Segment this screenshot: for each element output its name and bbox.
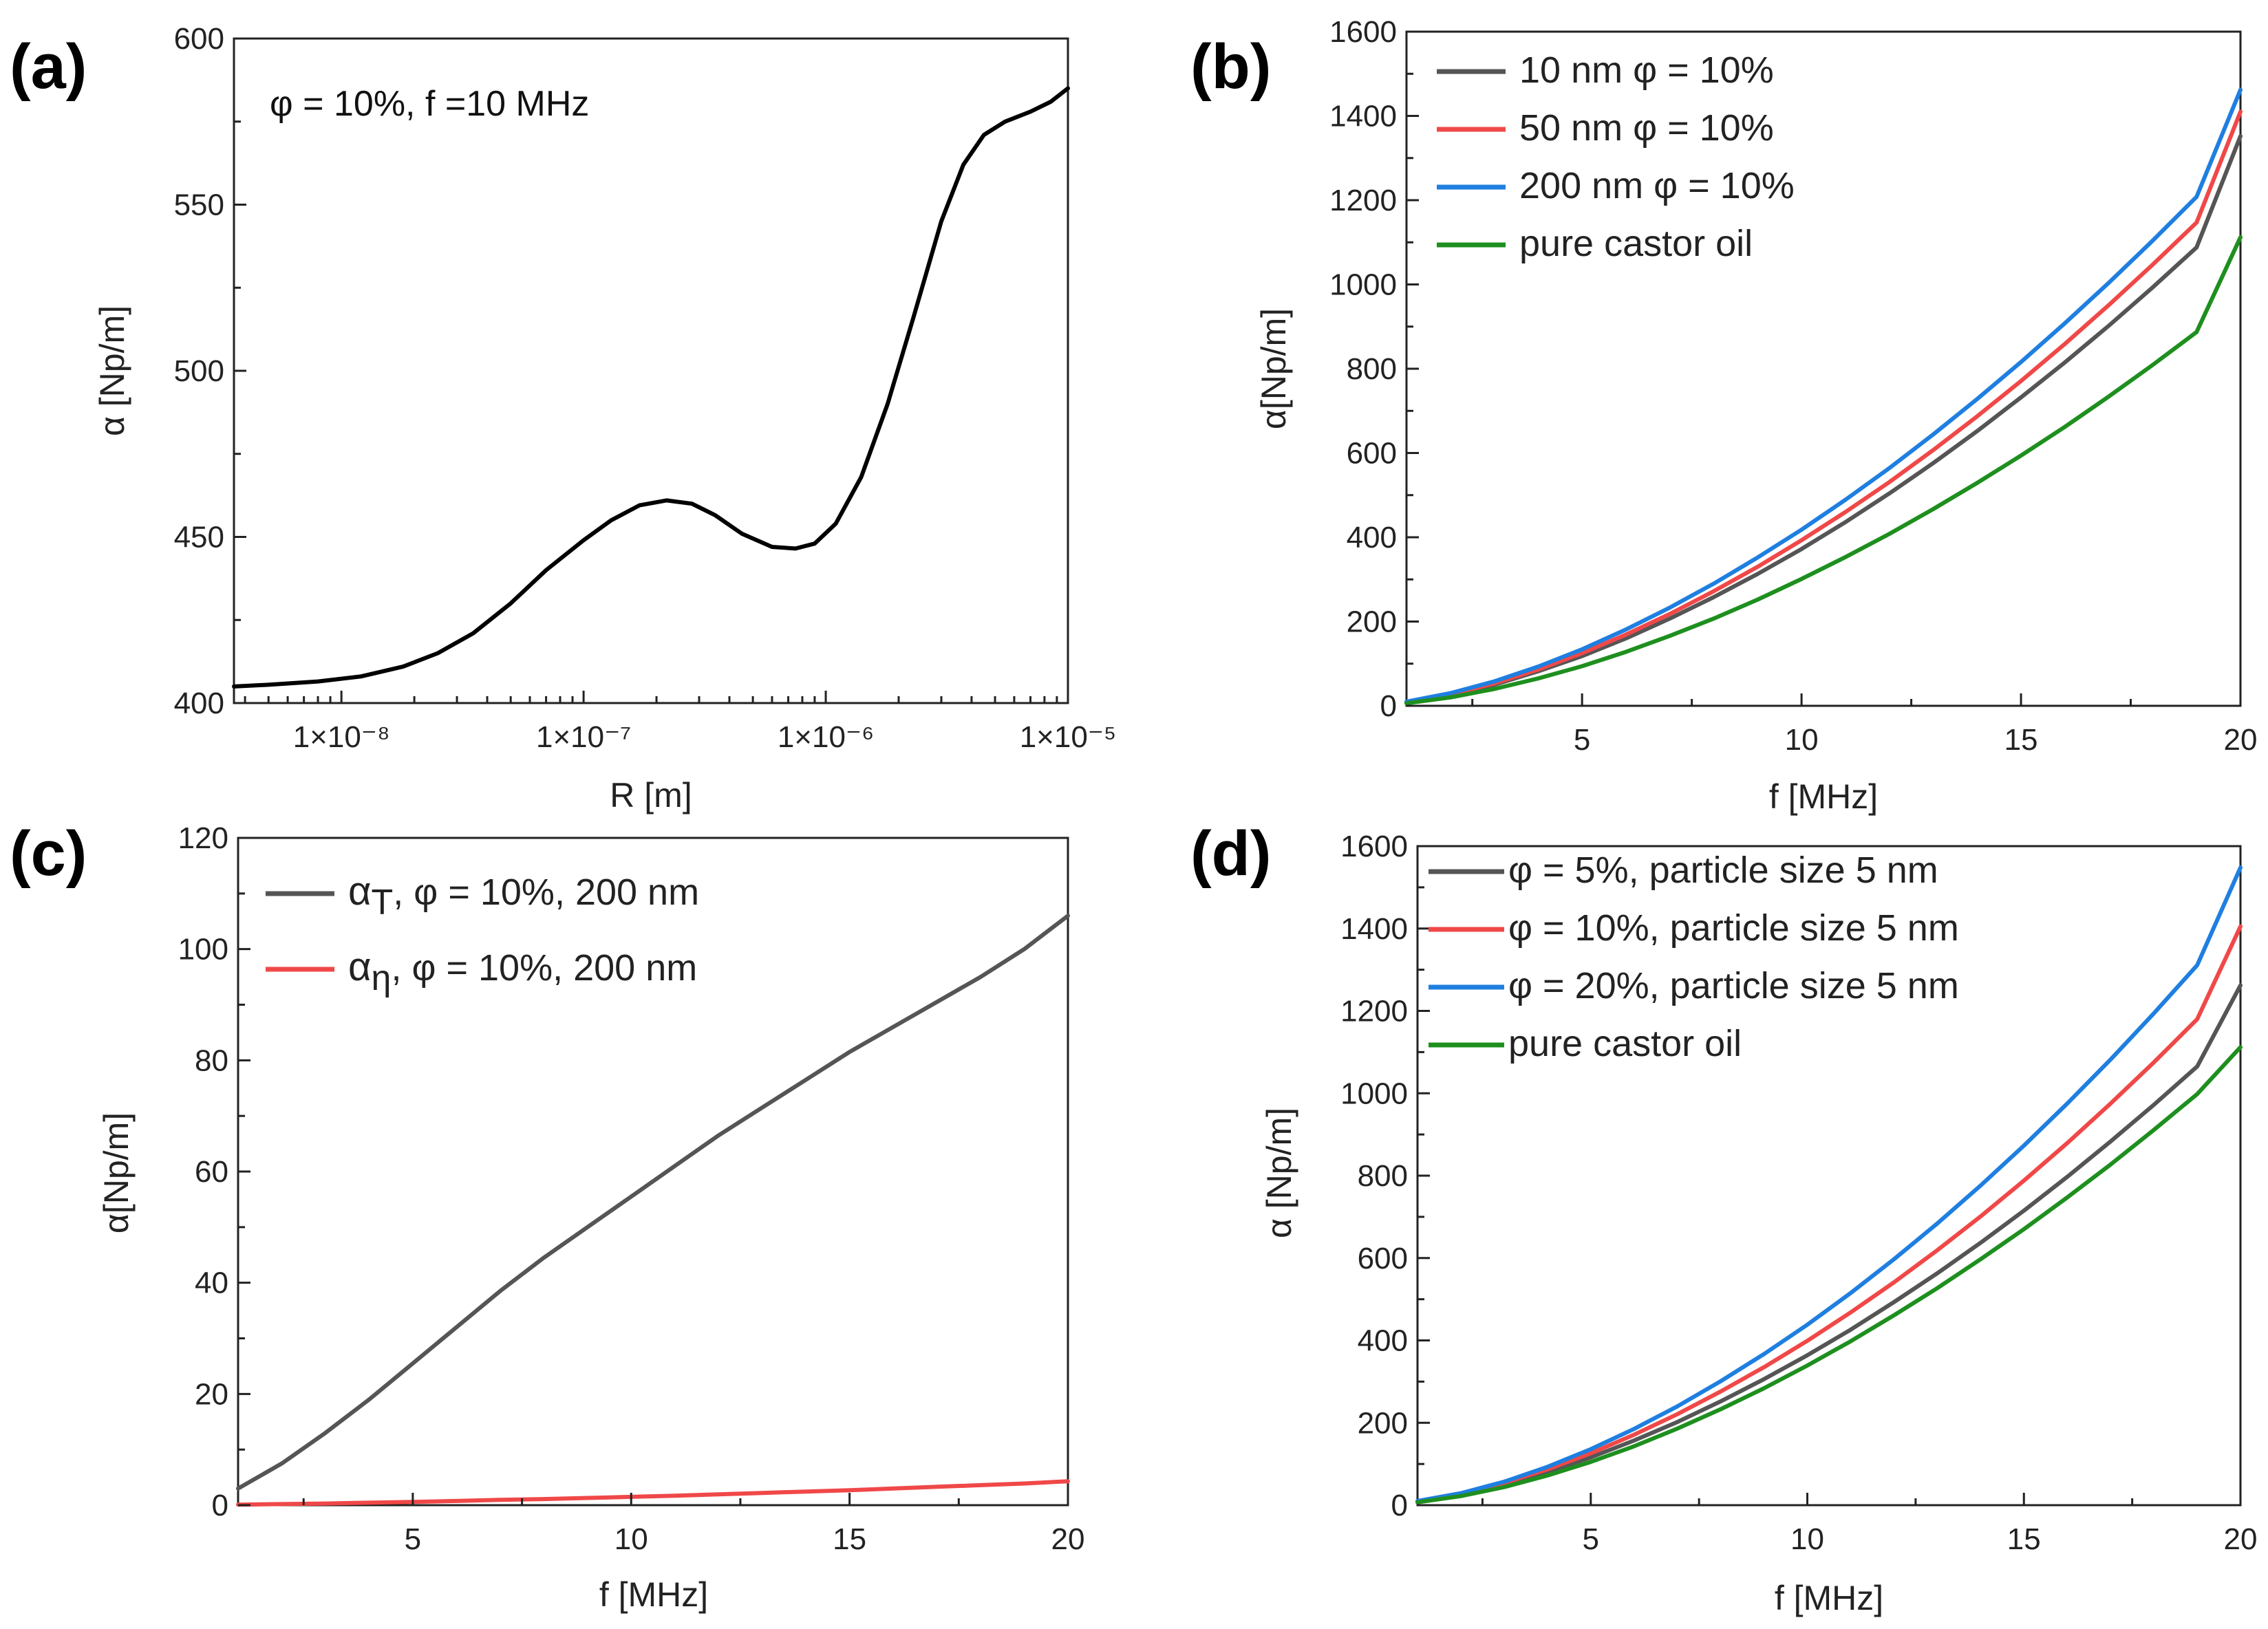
legend-label-b-2: 200 nm φ = 10% [1519,165,1795,206]
panel-label-a: (a) [10,32,87,102]
y-tick-label-d-0: 0 [1391,1489,1408,1522]
legend-label-b-0: 10 nm φ = 10% [1519,50,1774,91]
series-layer-c [236,914,1070,1507]
y-tick-label-c-0: 0 [212,1489,228,1522]
series-line-d-0 [1415,983,2243,1504]
series-line-d-3 [1415,1045,2243,1504]
legend-label-c-1: αη, φ = 10%, 200 nm [348,945,697,998]
series-line-c-0 [236,914,1070,1491]
y-tick-label-c-6: 120 [178,821,228,855]
y-tick-label-b-2: 400 [1347,521,1397,554]
series-layer-a [232,86,1070,689]
chart-panel-d: (d) 0 200 400 600 800 1000 1200 1400 1600 5 10 15 20… [1190,819,2257,1617]
y-tick-label-a-3: 550 [174,188,224,222]
y-tick-label-a-4: 600 [174,22,224,56]
y-tick-label-d-8: 1600 [1340,830,1408,863]
ticks-layer-b: 0 200 400 600 800 1000 1200 1400 1600 5 10 15 20 [1329,15,2257,757]
x-tick-label-a-0: 1×10⁻⁸ [293,720,390,754]
y-tick-label-b-7: 1400 [1329,100,1397,133]
series-layer-d [1415,865,2243,1504]
y-tick-label-b-4: 800 [1347,352,1397,386]
x-axis-title-a: R [m] [610,776,692,814]
x-tick-label-b-2: 15 [2004,723,2038,757]
y-tick-label-c-4: 80 [195,1044,228,1077]
x-axis-title-b: f [MHz] [1769,777,1878,816]
y-axis-title-b: α[Np/m] [1254,308,1293,429]
x-axis-title-d: f [MHz] [1775,1579,1883,1617]
legend-label-c-0: αT, φ = 10%, 200 nm [348,869,699,923]
x-tick-label-c-1: 10 [614,1522,648,1556]
chart-panel-a: (a) φ = 10%, f =10 MHz 400 450 500 550 600 1×… [10,22,1116,814]
panel-label-b: (b) [1190,32,1271,102]
x-axis-title-c: f [MHz] [599,1575,708,1614]
y-tick-label-d-4: 800 [1358,1159,1408,1193]
chart-panel-c: (c) 0 20 40 60 80 100 120 5 10 15 20 αT, φ = 10%, … [10,819,1084,1614]
x-tick-label-c-2: 15 [833,1522,866,1556]
y-tick-label-b-8: 1600 [1329,15,1397,49]
y-axis-title-c: α[Np/m] [97,1112,136,1233]
series-line-b-3 [1404,235,2243,706]
legend-c: αT, φ = 10%, 200 nm αη, φ = 10%, 200 nm [266,869,699,998]
series-line-c-1 [236,1479,1070,1507]
y-tick-label-c-3: 60 [195,1155,228,1189]
legend-label-b-1: 50 nm φ = 10% [1519,107,1774,149]
y-tick-label-b-0: 0 [1380,689,1397,723]
series-line-b-2 [1404,87,2243,704]
legend-label-d-0: φ = 5%, particle size 5 nm [1508,850,1938,891]
y-tick-label-b-3: 600 [1347,437,1397,471]
panel-label-d: (d) [1190,819,1271,889]
y-tick-label-d-3: 600 [1358,1242,1408,1275]
x-tick-label-a-3: 1×10⁻⁵ [1020,720,1117,754]
x-tick-label-b-1: 10 [1785,723,1819,757]
y-tick-label-b-1: 200 [1347,605,1397,639]
series-layer-b [1404,87,2243,706]
x-tick-label-b-0: 5 [1574,723,1590,757]
legend-label-b-3: pure castor oil [1519,223,1753,264]
x-tick-label-c-0: 5 [405,1522,421,1556]
y-tick-label-d-6: 1200 [1340,995,1408,1028]
y-tick-label-d-2: 400 [1358,1324,1408,1358]
ticks-layer-a: 400 450 500 550 600 1×10⁻⁸ 1×10⁻⁷ 1×10⁻⁶ 1×10⁻⁵ [174,22,1117,754]
ticks-layer-c: 0 20 40 60 80 100 120 5 10 15 20 [178,821,1085,1556]
series-line-b-0 [1404,133,2243,705]
x-tick-label-a-2: 1×10⁻⁶ [778,720,874,754]
legend-label-d-3: pure castor oil [1508,1023,1742,1064]
y-tick-label-a-2: 500 [174,354,224,388]
x-tick-label-d-1: 10 [1790,1522,1824,1556]
legend-b: 10 nm φ = 10% 50 nm φ = 10% 200 nm φ = 10%… [1437,50,1795,264]
y-tick-label-c-1: 20 [195,1377,228,1411]
x-tick-label-d-0: 5 [1583,1522,1599,1556]
ticks-layer-d: 0 200 400 600 800 1000 1200 1400 1600 5 10 15 20 [1340,830,2257,1556]
series-line-a-0 [232,86,1070,689]
y-tick-label-c-5: 100 [178,933,228,967]
legend-label-d-2: φ = 20%, particle size 5 nm [1508,965,1959,1006]
y-tick-label-d-5: 1000 [1340,1077,1408,1110]
x-tick-label-b-3: 20 [2224,723,2258,757]
annotation-a: φ = 10%, f =10 MHz [270,84,589,124]
x-tick-label-c-3: 20 [1051,1522,1085,1556]
y-tick-label-b-5: 1000 [1329,268,1397,302]
y-axis-title-d: α [Np/m] [1260,1108,1298,1238]
legend-d: φ = 5%, particle size 5 nm φ = 10%, parti… [1429,850,1959,1064]
series-line-d-2 [1415,865,2243,1503]
series-line-b-1 [1404,109,2243,704]
chart-panel-b: (b) 0 200 400 600 800 1000 1200 1400 1600 5 10 15 20… [1190,15,2257,816]
y-tick-label-c-2: 40 [195,1266,228,1300]
x-tick-label-d-3: 20 [2224,1522,2258,1556]
panel-label-c: (c) [10,819,87,889]
y-tick-label-b-6: 1200 [1329,184,1397,217]
legend-label-d-1: φ = 10%, particle size 5 nm [1508,907,1959,949]
y-tick-label-a-0: 400 [174,687,224,720]
y-tick-label-d-1: 200 [1358,1406,1408,1440]
y-tick-label-d-7: 1400 [1340,912,1408,946]
series-line-d-1 [1415,924,2243,1504]
plot-frame-a [233,37,1069,704]
y-tick-label-a-1: 450 [174,521,224,554]
x-tick-label-d-2: 15 [2007,1522,2041,1556]
x-tick-label-a-1: 1×10⁻⁷ [536,720,631,754]
y-axis-title-a: α [Np/m] [93,305,131,436]
